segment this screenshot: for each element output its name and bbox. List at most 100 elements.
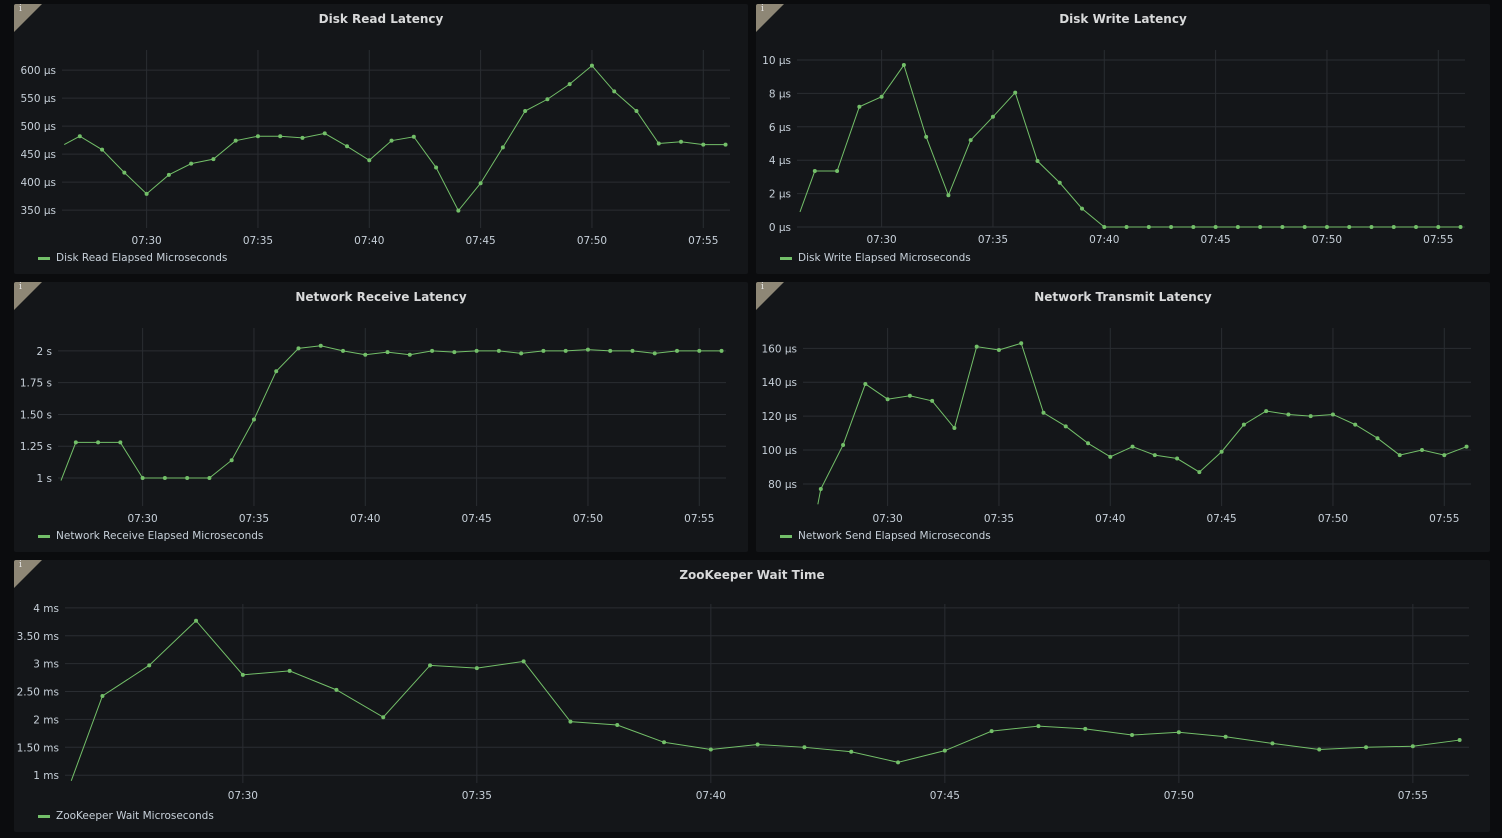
data-point (697, 348, 702, 353)
legend-swatch (38, 814, 50, 818)
data-point (166, 172, 171, 177)
data-point (1176, 730, 1181, 735)
data-point (100, 147, 105, 152)
info-icon[interactable]: i (14, 282, 42, 310)
data-point (1308, 414, 1313, 419)
legend-swatch (780, 256, 792, 260)
data-point (251, 417, 256, 422)
data-point (1169, 225, 1174, 229)
x-tick-label: 07:30 (872, 513, 902, 525)
chart-disk-write: 0 µs 2 µs 4 µs 6 µs 8 µs 10 µs 07:30 07:35 07:40… (762, 50, 1465, 246)
data-point (1302, 225, 1307, 229)
x-tick-label: 07:55 (1429, 513, 1459, 525)
data-point (907, 393, 912, 398)
x-tick-label: 07:50 (573, 513, 603, 525)
legend-swatch (38, 534, 50, 538)
data-point (496, 348, 501, 353)
data-point (1146, 225, 1151, 229)
legend-item[interactable]: Network Receive Elapsed Microseconds (38, 530, 263, 542)
data-point (1369, 225, 1374, 229)
data-point (612, 89, 617, 94)
legend-item[interactable]: Network Send Elapsed Microseconds (780, 530, 991, 542)
legend-label: Network Receive Elapsed Microseconds (56, 530, 264, 542)
data-point (287, 668, 292, 673)
data-point (989, 729, 994, 734)
chart-network-transmit: 80 µs 100 µs 120 µs 140 µs 160 µs 07:30 07:35 0… (761, 328, 1471, 525)
y-tick-label: 120 µs (761, 411, 797, 423)
data-point (1083, 726, 1088, 731)
data-point (1414, 225, 1419, 229)
x-tick-label: 07:35 (984, 513, 1014, 525)
data-point (1080, 206, 1085, 211)
data-point (1063, 424, 1068, 429)
data-point (456, 208, 461, 213)
info-icon[interactable]: i (756, 282, 784, 310)
x-tick-label: 07:45 (1206, 513, 1236, 525)
data-point (924, 134, 929, 139)
data-point (1442, 453, 1447, 458)
panel-network-transmit-latency: i Network Transmit Latency 80 µs 100 µs 12… (756, 282, 1490, 552)
info-icon[interactable]: i (14, 4, 42, 32)
data-point (1036, 724, 1041, 729)
data-point (1364, 745, 1369, 750)
panel-title[interactable]: Network Transmit Latency (1034, 290, 1212, 304)
data-point (1317, 747, 1322, 752)
data-point (1353, 422, 1358, 427)
x-tick-label: 07:40 (354, 235, 384, 247)
x-tick-label: 07:50 (1312, 234, 1342, 246)
data-point (478, 181, 483, 186)
data-point (1264, 409, 1269, 414)
data-point (233, 138, 238, 143)
data-point (381, 715, 386, 720)
panel-title[interactable]: Disk Read Latency (318, 12, 444, 26)
legend-item[interactable]: Disk Read Elapsed Microseconds (38, 252, 227, 264)
x-tick-label: 07:45 (461, 513, 491, 525)
x-tick-label: 07:40 (1095, 513, 1125, 525)
data-point (968, 138, 973, 143)
data-point (708, 747, 713, 752)
data-point (857, 104, 862, 109)
data-point (755, 742, 760, 747)
panel-title[interactable]: Network Receive Latency (295, 290, 467, 304)
legend-item[interactable]: ZooKeeper Wait Microseconds (38, 810, 214, 822)
panel-title[interactable]: Disk Write Latency (1059, 12, 1187, 26)
legend-label: ZooKeeper Wait Microseconds (56, 810, 214, 822)
data-point (1130, 444, 1135, 449)
legend-swatch (780, 534, 792, 538)
y-tick-label: 1.50 ms (17, 742, 59, 754)
data-point (802, 745, 807, 750)
data-point (255, 134, 260, 139)
y-tick-label: 450 µs (20, 149, 56, 161)
data-point (1258, 225, 1263, 229)
data-point (849, 749, 854, 754)
data-point (841, 442, 846, 447)
series-line (60, 345, 722, 481)
panel-title[interactable]: ZooKeeper Wait Time (679, 568, 825, 582)
data-point (1324, 225, 1329, 229)
data-point (1375, 436, 1380, 441)
data-point (1223, 734, 1228, 739)
info-icon[interactable]: i (756, 4, 784, 32)
data-point (118, 440, 123, 445)
data-point (430, 348, 435, 353)
data-point (1124, 225, 1129, 229)
data-point (474, 666, 479, 671)
y-tick-label: 350 µs (20, 205, 56, 217)
data-point (585, 347, 590, 352)
data-point (73, 440, 78, 445)
y-tick-label: 160 µs (761, 343, 797, 355)
legend-item[interactable]: Disk Write Elapsed Microseconds (780, 252, 971, 264)
panel-disk-write-latency: i Disk Write Latency 0 µs 2 µs 4 µs 6 µs 8 µ… (756, 4, 1490, 274)
info-icon[interactable]: i (14, 560, 42, 588)
series-line (817, 342, 1467, 505)
legend-swatch (38, 256, 50, 260)
data-point (1175, 456, 1180, 461)
data-point (1213, 225, 1218, 229)
data-point (1197, 470, 1202, 475)
x-tick-label: 07:50 (577, 235, 607, 247)
data-point (1286, 412, 1291, 417)
y-tick-label: 2.50 ms (17, 687, 59, 699)
data-point (207, 476, 212, 481)
data-point (77, 134, 82, 139)
data-point (428, 663, 433, 668)
